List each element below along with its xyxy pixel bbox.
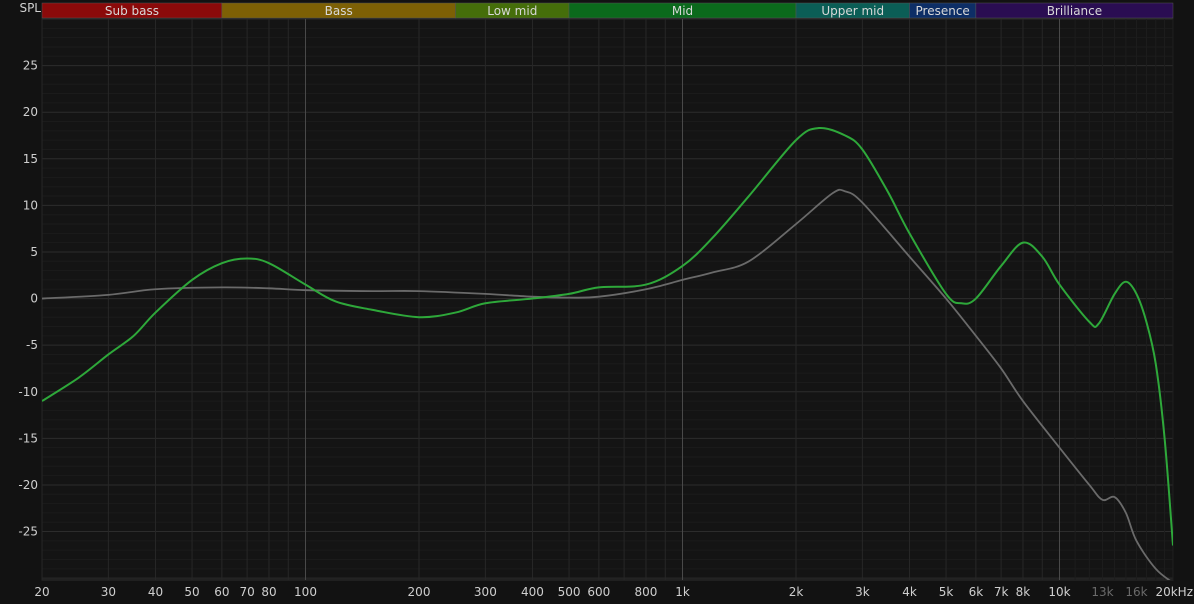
measured-curve-line (42, 188, 1171, 580)
x-tick-label: 7k (994, 585, 1009, 599)
x-tick-label: 10k (1048, 585, 1070, 599)
y-tick-label: 0 (30, 292, 38, 306)
band-label: Low mid (487, 4, 537, 18)
x-tick-label: 8k (1016, 585, 1031, 599)
x-tick-label: 20 (34, 585, 49, 599)
y-tick-labels: 25 20 15 10 5 0 -5 -10 -15 -20 -25 (18, 59, 38, 539)
x-tick-label: 500 (558, 585, 581, 599)
x-tick-label: 400 (521, 585, 544, 599)
x-tick-label: 600 (587, 585, 610, 599)
x-tick-label: 16k (1125, 585, 1147, 599)
x-tick-label: 60 (214, 585, 229, 599)
y-tick-label: -5 (26, 338, 38, 352)
y-tick-label: 15 (23, 152, 38, 166)
x-tick-label: 1k (675, 585, 690, 599)
y-tick-label: 10 (23, 198, 38, 212)
band-label: Sub bass (105, 4, 159, 18)
x-tick-label: 20kHz (1155, 585, 1193, 599)
series-lines (42, 126, 1173, 580)
x-tick-label: 6k (969, 585, 984, 599)
y-tick-label: -20 (18, 478, 38, 492)
x-tick-label: 200 (408, 585, 431, 599)
target-curve-line (42, 126, 1173, 546)
x-tick-label: 2k (789, 585, 804, 599)
y-tick-label: -15 (18, 431, 38, 445)
band-brilliance (975, 2, 1174, 19)
x-tick-label: 5k (939, 585, 954, 599)
y-axis-label: SPL (19, 1, 41, 15)
x-tick-label: 80 (261, 585, 276, 599)
x-tick-label: 50 (184, 585, 199, 599)
band-label: Brilliance (1047, 4, 1102, 18)
y-tick-label: -25 (18, 525, 38, 539)
y-tick-label: -10 (18, 385, 38, 399)
band-label: Upper mid (821, 4, 884, 18)
x-tick-label: 70 (239, 585, 254, 599)
y-tick-label: 20 (23, 105, 38, 119)
x-tick-label: 13k (1091, 585, 1113, 599)
x-tick-label: 300 (474, 585, 497, 599)
x-tick-label: 40 (148, 585, 163, 599)
band-label: Mid (672, 4, 693, 18)
x-tick-labels: 20 30 40 50 60 70 80 100 200 300 400 500 600 800 1k 2k 3… (34, 585, 1193, 599)
band-label: Presence (916, 4, 970, 18)
x-tick-label: 4k (902, 585, 917, 599)
grid (41, 18, 1174, 581)
y-tick-label: 25 (23, 59, 38, 73)
band-label: Bass (325, 4, 353, 18)
frequency-bands: Sub bass Bass Low mid Mid Upper mid Presence B… (41, 2, 1174, 19)
x-tick-label: 800 (635, 585, 658, 599)
x-tick-label: 3k (855, 585, 870, 599)
x-tick-label: 30 (101, 585, 116, 599)
x-tick-label: 100 (294, 585, 317, 599)
y-tick-label: 5 (30, 245, 38, 259)
